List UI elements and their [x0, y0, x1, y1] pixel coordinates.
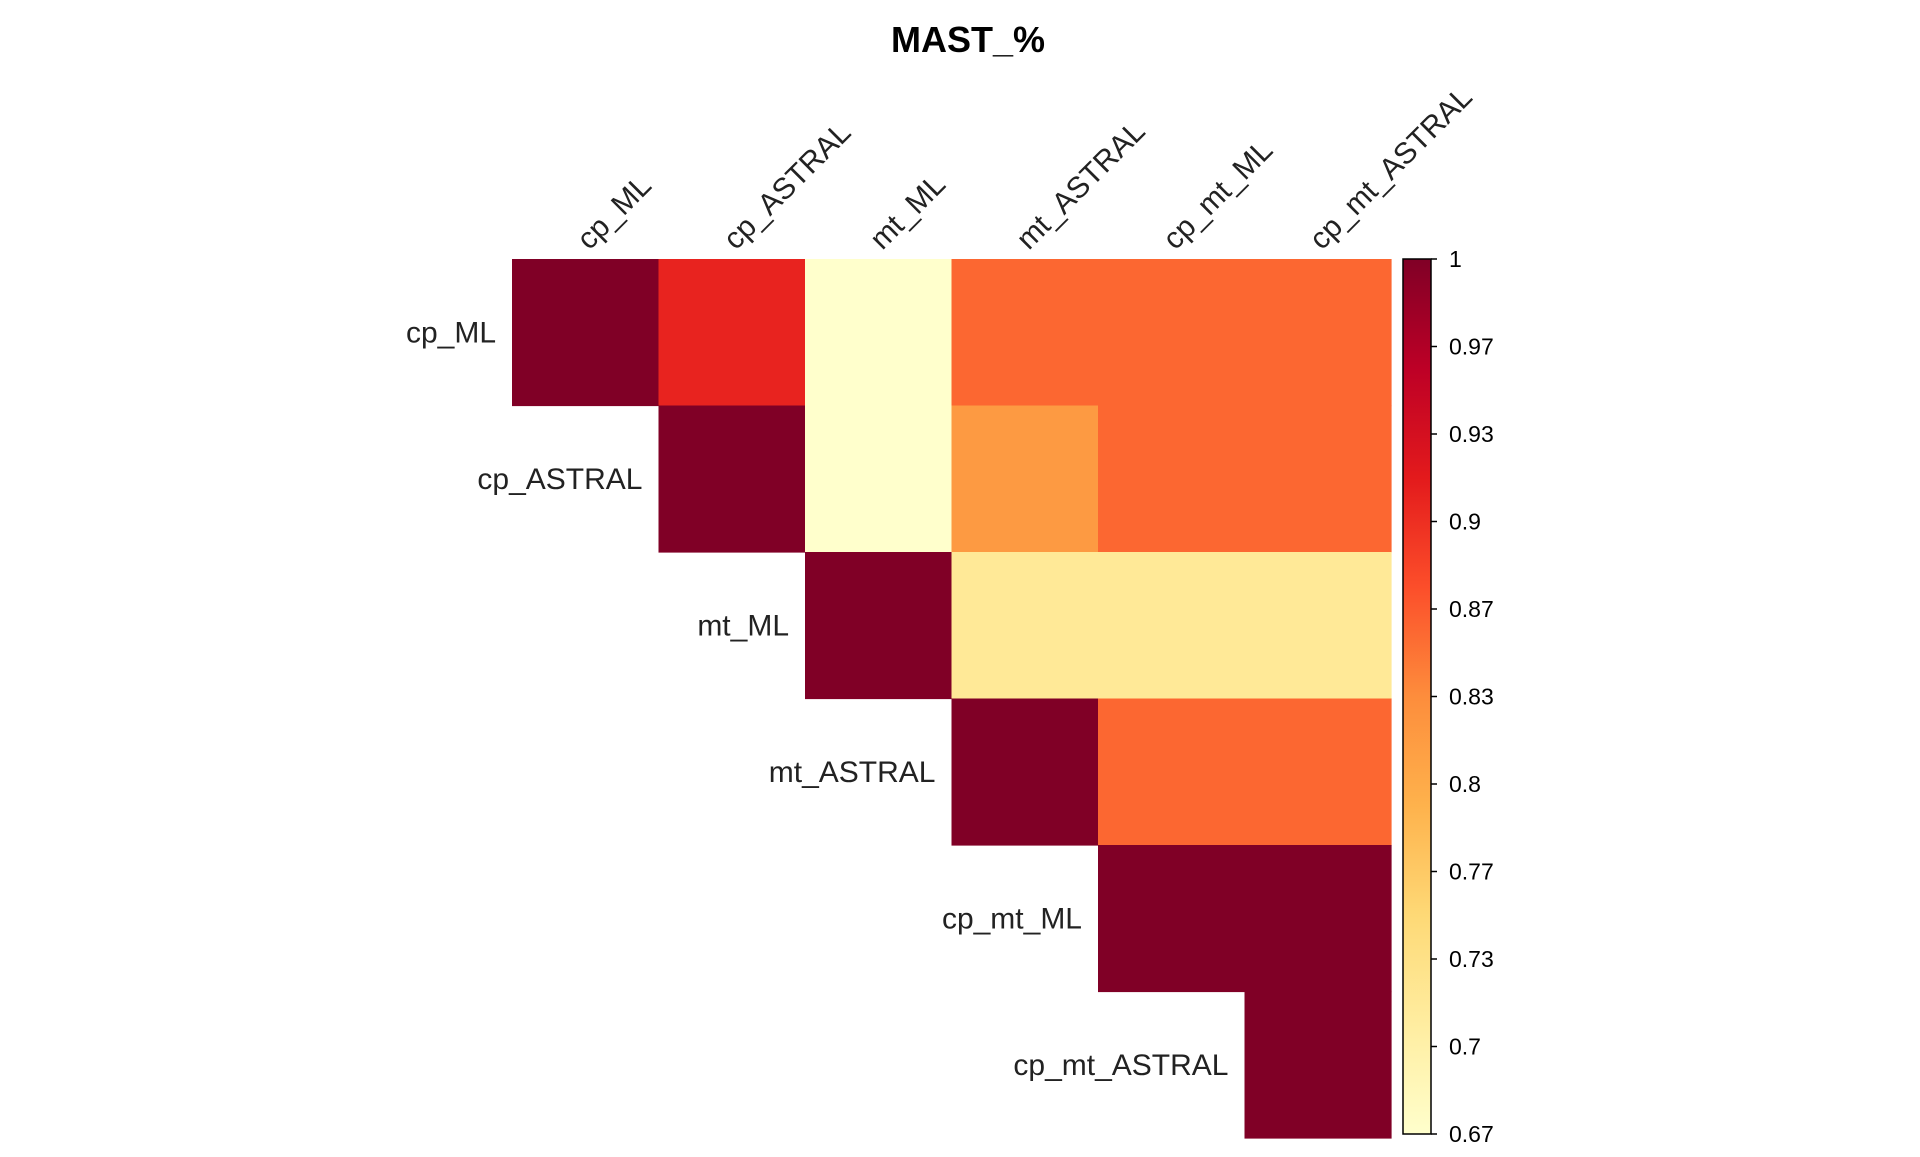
heatmap-cell-mt_ASTRAL-cp_mt_ASTRAL [1244, 698, 1392, 846]
heatmap-cell-cp_mt_ML-cp_mt_ML [1098, 845, 1246, 993]
heatmap-cell-mt_ML-mt_ML [805, 552, 953, 700]
heatmap-cell-cp_ASTRAL-cp_ASTRAL [658, 405, 806, 553]
heatmap-cell-mt_ML-cp_mt_ASTRAL [1244, 552, 1392, 700]
colorbar-tick-label: 1 [1449, 246, 1462, 272]
colorbar-tick-label: 0.83 [1449, 684, 1494, 710]
row-labels: cp_ML cp_ASTRAL mt_ML mt_ASTRAL cp_mt_ML cp_m… [406, 316, 1229, 1082]
colorbar-tick-label: 0.87 [1449, 596, 1494, 622]
row-label-mt_ASTRAL: mt_ASTRAL [769, 756, 936, 789]
row-label-cp_mt_ML: cp_mt_ML [942, 902, 1082, 935]
colorbar-tick-label: 0.9 [1449, 509, 1481, 535]
row-label-cp_ASTRAL: cp_ASTRAL [477, 463, 642, 496]
heatmap-cell-mt_ML-mt_ASTRAL [951, 552, 1099, 700]
heatmap-cell-mt_ASTRAL-cp_mt_ML [1098, 698, 1246, 846]
heatmap-cell-cp_ML-cp_ML [512, 259, 660, 407]
colorbar: 1 0.97 0.93 0.9 0.87 0.83 0.8 0.77 0.73 0.7 0.67 [1402, 246, 1494, 1147]
row-label-mt_ML: mt_ML [697, 609, 789, 642]
colorbar-tick-label: 0.97 [1449, 334, 1494, 360]
colorbar-tick-label: 0.7 [1449, 1034, 1481, 1060]
heatmap-cell-mt_ML-cp_mt_ML [1098, 552, 1246, 700]
colorbar-tick-label: 0.77 [1449, 859, 1494, 885]
column-label-cp_ASTRAL: cp_ASTRAL [717, 116, 857, 256]
column-label-cp_mt_ML: cp_mt_ML [1157, 134, 1279, 256]
heatmap-cell-cp_ASTRAL-cp_mt_ML [1098, 405, 1246, 553]
heatmap-cell-cp_ML-mt_ML [805, 259, 953, 407]
chart-title: MAST_% [891, 19, 1045, 60]
colorbar-tick-label: 0.93 [1449, 421, 1494, 447]
heatmap-cell-cp_mt_ASTRAL-cp_mt_ASTRAL [1244, 991, 1392, 1139]
heatmap-cell-cp_ASTRAL-mt_ML [805, 405, 953, 553]
row-label-cp_mt_ASTRAL: cp_mt_ASTRAL [1013, 1049, 1228, 1082]
heatmap-cell-cp_ASTRAL-mt_ASTRAL [951, 405, 1099, 553]
heatmap-cell-cp_ML-cp_ASTRAL [658, 259, 806, 407]
column-labels: cp_ML cp_ASTRAL mt_ML mt_ASTRAL cp_mt_ML cp_m… [571, 81, 1479, 256]
heatmap-cell-mt_ASTRAL-mt_ASTRAL [951, 698, 1099, 846]
colorbar-gradient [1402, 258, 1432, 1135]
heatmap-cell-cp_ML-cp_mt_ML [1098, 259, 1246, 407]
column-label-cp_mt_ASTRAL: cp_mt_ASTRAL [1303, 81, 1478, 256]
colorbar-tick-label: 0.8 [1449, 771, 1481, 797]
column-label-mt_ASTRAL: mt_ASTRAL [1010, 115, 1151, 256]
heatmap-cell-cp_ML-cp_mt_ASTRAL [1244, 259, 1392, 407]
column-label-mt_ML: mt_ML [864, 168, 952, 256]
row-label-cp_ML: cp_ML [406, 316, 496, 349]
colorbar-tick-label: 0.67 [1449, 1121, 1494, 1147]
heatmap-cells [512, 259, 1392, 1139]
heatmap-cell-cp_ASTRAL-cp_mt_ASTRAL [1244, 405, 1392, 553]
heatmap-cell-cp_mt_ML-cp_mt_ASTRAL [1244, 845, 1392, 993]
colorbar-tick-label: 0.73 [1449, 946, 1494, 972]
heatmap-cell-cp_ML-mt_ASTRAL [951, 259, 1099, 407]
column-label-cp_ML: cp_ML [571, 169, 658, 256]
